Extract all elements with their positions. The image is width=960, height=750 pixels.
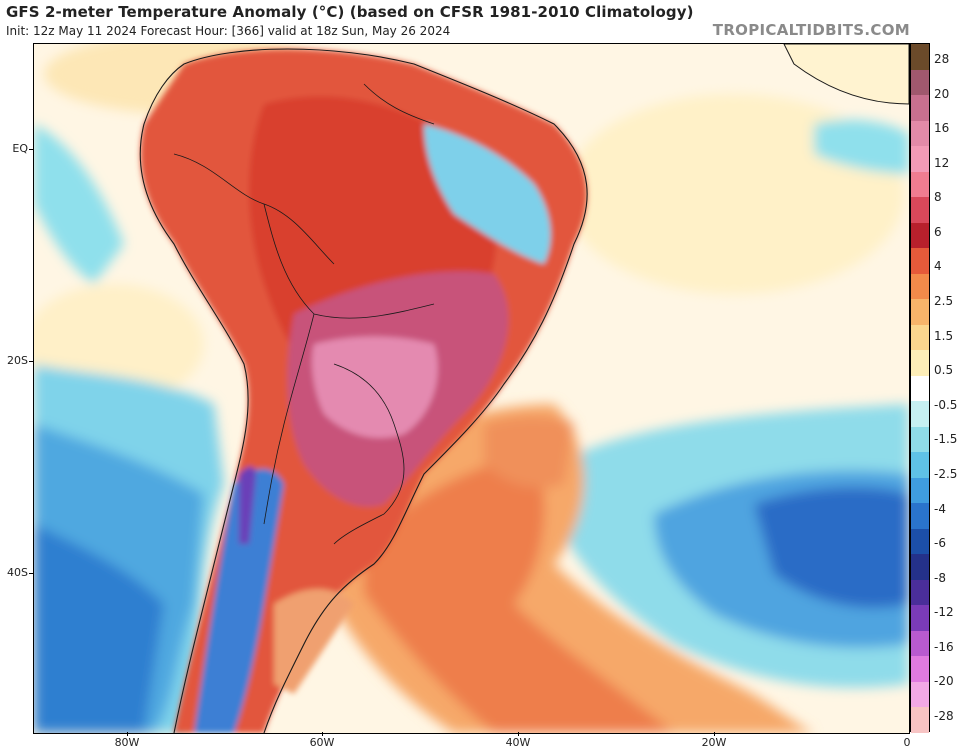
lat-label-40s: 40S	[7, 566, 28, 579]
colorbar-segment	[911, 605, 929, 632]
anomaly-land-cold	[194, 469, 284, 733]
map-title: GFS 2-meter Temperature Anomaly (°C) (ba…	[6, 3, 694, 21]
map-subtitle: Init: 12z May 11 2024 Forecast Hour: [36…	[6, 24, 451, 38]
colorbar-segment	[911, 273, 929, 300]
colorbar-label: 16	[934, 121, 950, 136]
colorbar-label: -1.5	[934, 432, 958, 447]
colorbar-label: 1.5	[934, 328, 954, 343]
africa-coast	[783, 44, 909, 105]
lon-tick	[518, 732, 519, 736]
colorbar-segment	[911, 579, 929, 606]
colorbar-label: -4	[934, 501, 946, 516]
colorbar-label: 4	[934, 259, 942, 274]
colorbar-segment	[911, 426, 929, 453]
colorbar-label: 6	[934, 224, 942, 239]
colorbar-segment	[911, 681, 929, 708]
colorbar-label: 2.5	[934, 294, 954, 309]
colorbar-label: -28	[934, 709, 954, 723]
colorbar-segment	[911, 120, 929, 147]
colorbar-label: 0.5	[934, 363, 954, 378]
colorbar-label: -8	[934, 570, 946, 585]
colorbar-segment	[911, 528, 929, 555]
lon-tick	[714, 732, 715, 736]
lon-tick	[322, 732, 323, 736]
colorbar-segment	[911, 401, 929, 428]
colorbar-label: -2.5	[934, 466, 958, 481]
lon-label-20w: 20W	[701, 736, 727, 749]
anomaly-land-very-cold	[239, 466, 256, 544]
anomaly-land-warm	[274, 589, 354, 694]
colorbar-segment	[911, 146, 929, 173]
anomaly-area-warm	[484, 416, 574, 488]
colorbar-label: -12	[934, 605, 954, 620]
colorbar-label: 20	[934, 86, 950, 101]
colorbar-label: 28	[934, 52, 950, 66]
colorbar-segment	[911, 630, 929, 657]
anomaly-area-cold	[34, 524, 164, 733]
colorbar-label: 8	[934, 190, 942, 205]
colorbar-segment	[911, 248, 929, 275]
colorbar-segment	[911, 503, 929, 530]
colorbar-label: -6	[934, 536, 946, 551]
anomaly-land-cool	[424, 124, 551, 264]
anomaly-area-cool	[814, 119, 909, 174]
colorbar-segment	[911, 375, 929, 402]
anomaly-area-cold	[754, 487, 909, 608]
colorbar-label: -16	[934, 639, 954, 654]
lat-tick	[29, 149, 33, 150]
colorbar-segment	[911, 299, 929, 326]
colorbar-segment	[911, 69, 929, 96]
lon-label-80w: 80W	[114, 736, 140, 749]
lat-tick	[29, 361, 33, 362]
lon-label-60w: 60W	[309, 736, 335, 749]
colorbar-segment	[911, 44, 929, 71]
colorbar-segment	[911, 452, 929, 479]
brand-watermark: TROPICALTIDBITS.COM	[712, 21, 910, 39]
lon-label-40w: 40W	[505, 736, 531, 749]
colorbar-segment	[911, 324, 929, 351]
colorbar-segment	[911, 222, 929, 249]
anomaly-area-cool	[34, 124, 124, 284]
colorbar-segment	[911, 477, 929, 504]
lat-label-eq: EQ	[12, 142, 28, 155]
anomaly-land-extreme	[312, 336, 438, 438]
lon-label-0: 0	[903, 736, 911, 749]
colorbar-segment	[911, 707, 929, 734]
anomaly-map	[34, 44, 909, 733]
anomaly-area-warm	[364, 454, 674, 733]
map-panel	[33, 43, 910, 734]
lon-tick	[127, 732, 128, 736]
lat-label-20s: 20S	[7, 354, 28, 367]
colorbar	[910, 43, 930, 734]
colorbar-segment	[911, 656, 929, 683]
colorbar-segment	[911, 95, 929, 122]
lat-tick	[29, 573, 33, 574]
coastline	[139, 48, 588, 733]
colorbar-segment	[911, 350, 929, 377]
colorbar-segment	[911, 171, 929, 198]
colorbar-segment	[911, 554, 929, 581]
colorbar-label: -20	[934, 674, 954, 689]
country-borders	[173, 83, 435, 545]
colorbar-label: 12	[934, 155, 950, 170]
colorbar-label: -0.5	[934, 397, 958, 412]
colorbar-segment	[911, 197, 929, 224]
